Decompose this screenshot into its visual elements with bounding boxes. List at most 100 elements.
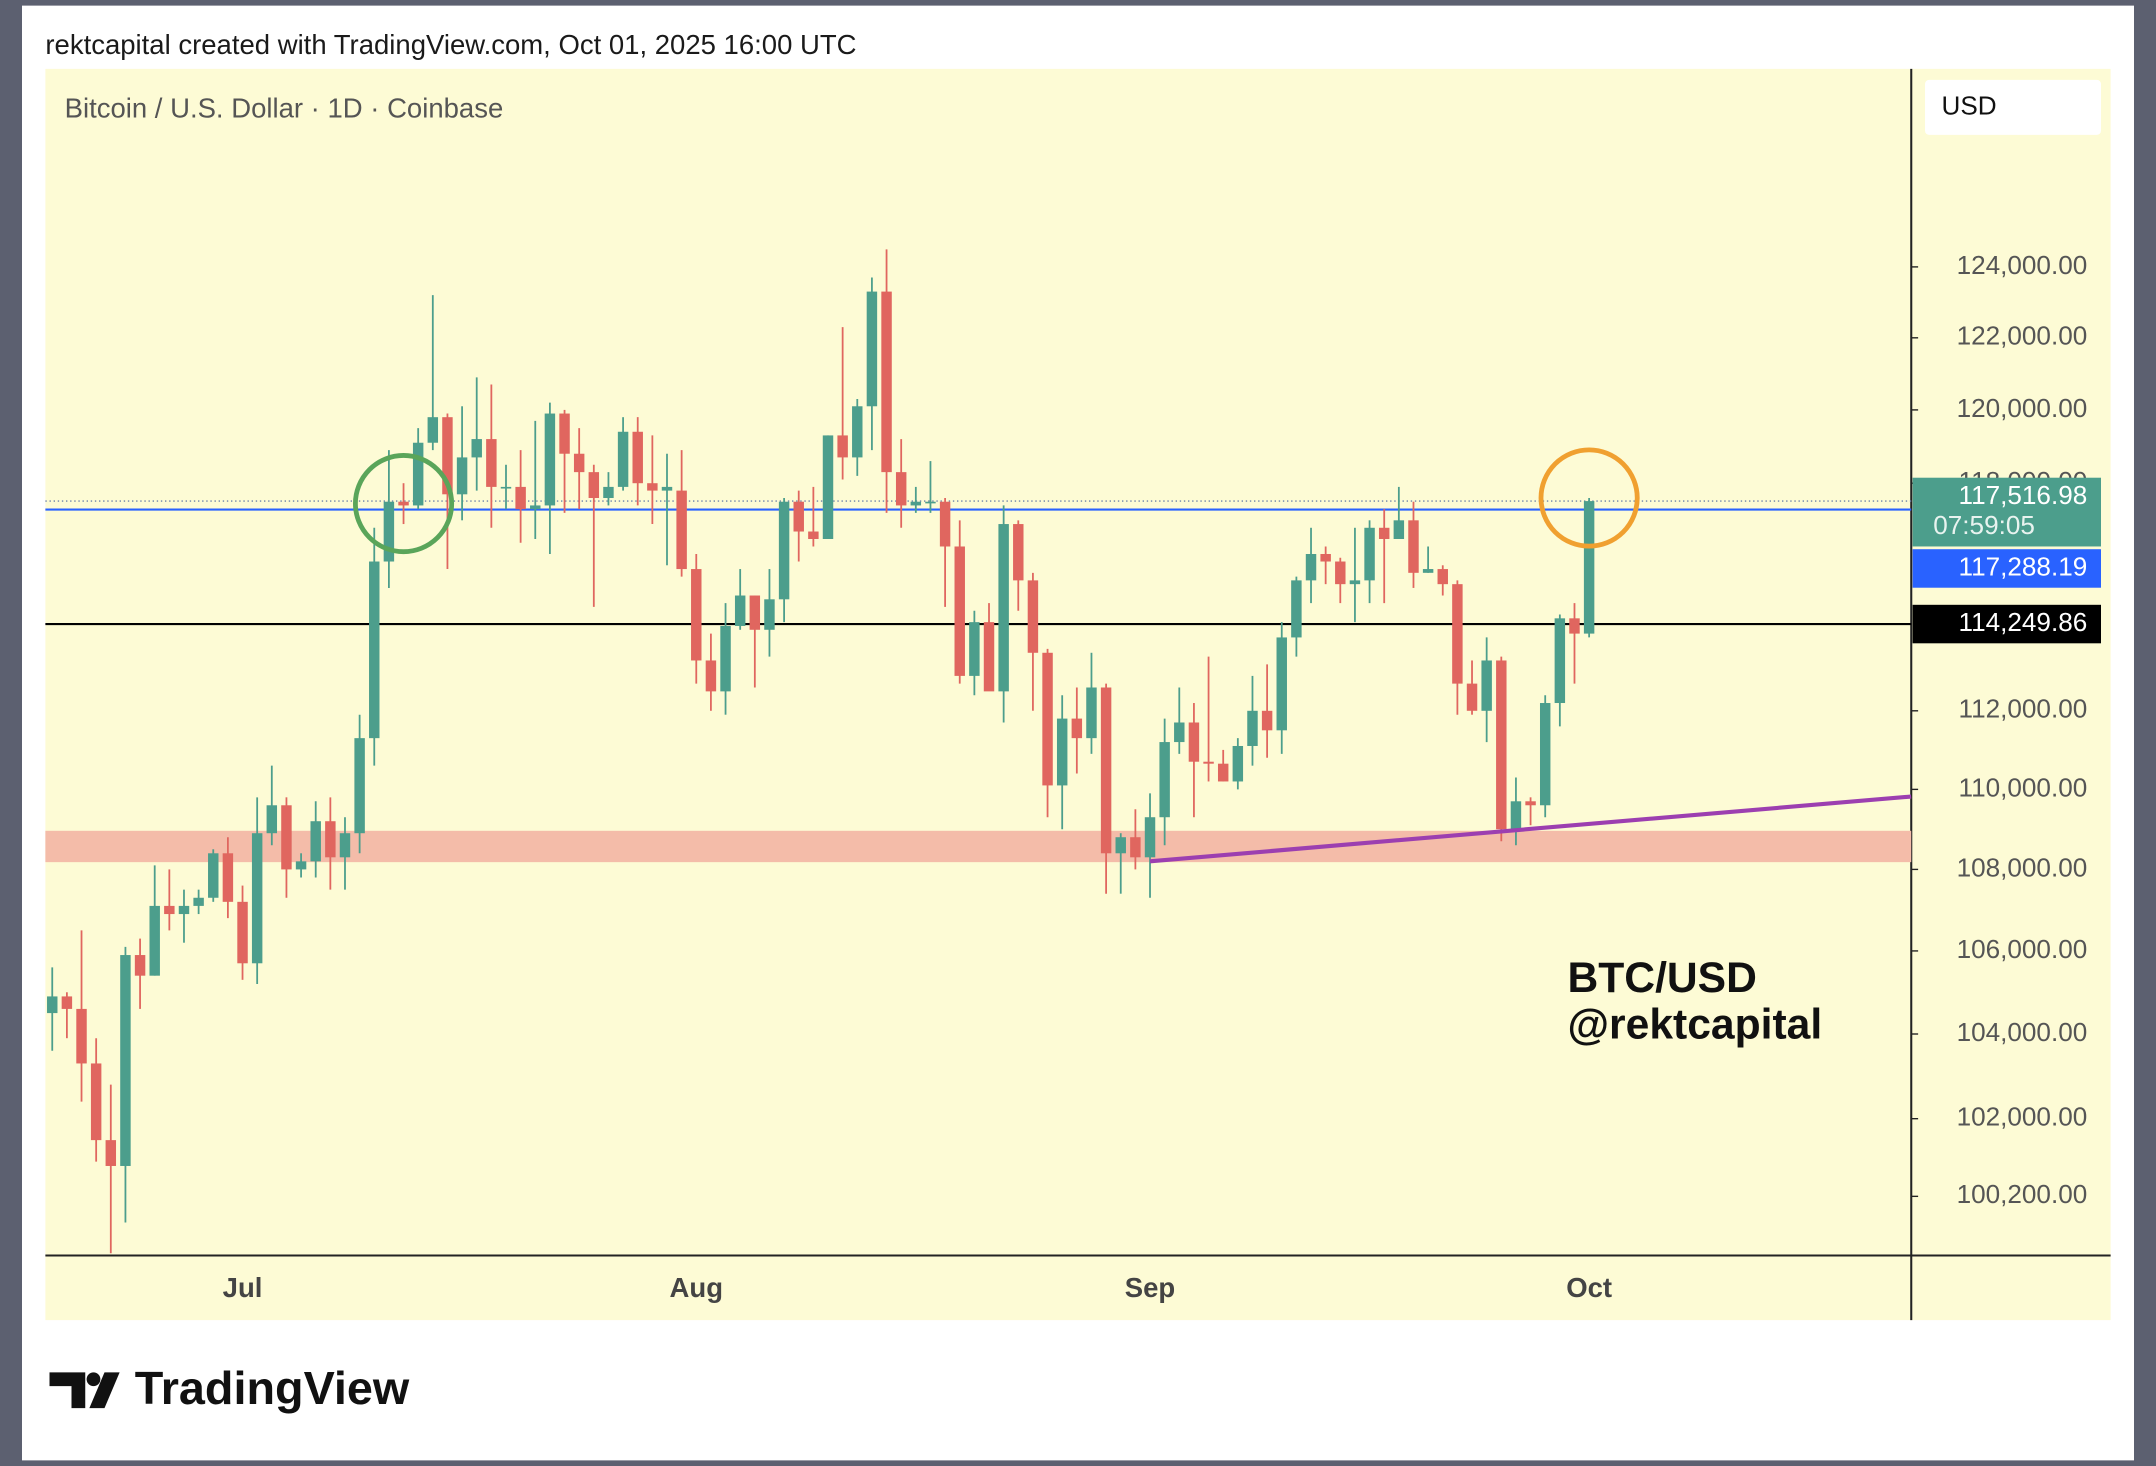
y-tick-label: 104,000.00 [1957,1017,2088,1047]
candle-body [822,435,834,539]
x-tick-label: Sep [1125,1272,1175,1303]
price-label: 117,288.19 [1959,551,2088,581]
candle-body [1408,520,1419,573]
candle-body [998,524,1009,692]
candle-body [603,486,614,499]
candle-body [1115,837,1126,854]
price-countdown: 07:59:05 [1933,510,2035,540]
candle-body [295,861,307,870]
price-label: 117,516.98 [1959,480,2088,510]
x-tick-label: Aug [670,1272,723,1303]
candle-body [661,486,673,491]
candle-body [954,546,965,676]
candle-body [1305,553,1317,581]
candle-body [1159,742,1170,818]
y-tick-label: 124,000.00 [1957,250,2088,280]
candle-body [1013,524,1024,581]
candle-body [1232,745,1244,782]
trendline [1149,794,1912,864]
candle-body [793,501,804,532]
candle-body [983,622,995,692]
candle-body [456,457,468,495]
candle-body [1437,569,1448,585]
candle-body [427,417,439,443]
candle-body [573,453,585,473]
candle-body [76,1008,87,1064]
y-tick-label: 108,000.00 [1957,852,2088,882]
candle-body [705,660,717,692]
candle-body [369,561,380,739]
price-label-box [1912,477,2101,547]
candle-body [90,1063,102,1141]
y-tick-label: 122,000.00 [1957,321,2088,351]
candle-body [515,486,526,510]
candle-body [237,901,248,964]
candle-body [1276,637,1287,731]
candle-body [1174,722,1185,743]
candle-body [969,622,980,676]
y-tick-label: 100,200.00 [1957,1179,2088,1209]
candle-body [383,501,395,562]
currency-box [1925,79,2101,135]
price-label: 114,249.86 [1959,607,2088,637]
price-label-box [1912,604,2101,644]
candle-body [1100,687,1112,854]
candle-body [676,490,687,570]
candle-body [193,897,204,906]
candle-body [764,599,775,630]
candle-body [120,955,131,1166]
candle-body [544,413,556,506]
candle-body [1320,553,1331,562]
candle-body [412,442,424,506]
chart-title: Bitcoin / U.S. Dollar · 1D · Coinbase [65,92,504,123]
candle-body [778,501,790,600]
candle-body [808,531,819,539]
plot [45,249,1912,1254]
y-tick-label: 110,000.00 [1959,772,2088,802]
candle-body [325,821,336,858]
candle-body [1261,710,1273,731]
candle-body [895,472,907,506]
candle-body [1130,837,1141,858]
candle-body [1466,683,1478,711]
candle-body [1217,763,1229,782]
candle-body [559,413,570,454]
candle-body [500,486,512,489]
x-tick-label: Jul [223,1272,263,1303]
candle-body [486,439,497,487]
candle-body [442,417,453,495]
candle-body [1071,718,1083,739]
candle-body [617,431,629,487]
watermark: @rektcapital [1568,1001,1823,1049]
candle-body [749,595,761,630]
candle-body [530,505,541,510]
candle-body [1335,561,1346,585]
candle-body [178,905,190,915]
header: rektcapital created with TradingView.com… [45,29,856,60]
candle-body [1042,652,1053,786]
candle-body [1554,618,1566,704]
candle-body [471,439,482,458]
candle-body [910,501,922,506]
x-tick-label: Oct [1566,1272,1612,1303]
candle-body [1422,569,1434,573]
candle-body [720,625,731,692]
candle-body [647,483,658,491]
y-tick-label: 102,000.00 [1957,1102,2088,1132]
candle-body [222,853,234,902]
candle-body [1452,584,1463,684]
candle-body [251,833,263,964]
candle-body [47,996,58,1014]
candle-body [1393,520,1405,539]
zone [45,830,1912,863]
candle-body [939,501,951,547]
plot-background [45,68,2111,1321]
candle-body [1583,501,1595,634]
candle-body [588,472,600,499]
candle-body [149,905,160,976]
candle-body [1378,527,1390,539]
candle-body [310,821,321,862]
candle-body [1539,703,1551,806]
